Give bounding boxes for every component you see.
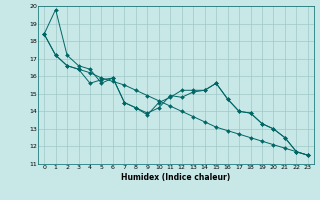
X-axis label: Humidex (Indice chaleur): Humidex (Indice chaleur) [121, 173, 231, 182]
